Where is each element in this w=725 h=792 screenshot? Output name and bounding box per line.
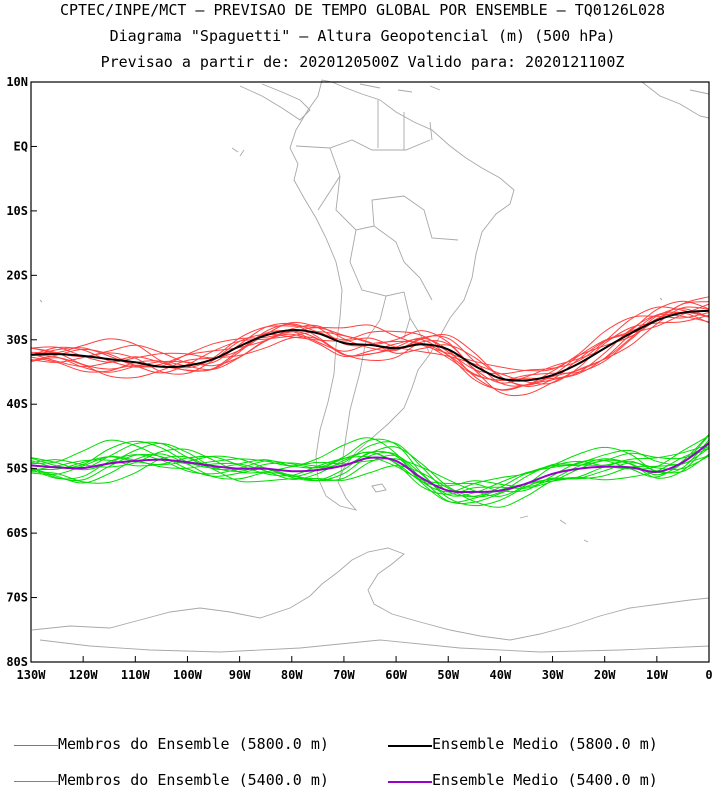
- country-borders: [295, 100, 459, 481]
- y-tick-label: 40S: [6, 397, 28, 411]
- x-tick-label: 30W: [542, 668, 564, 682]
- member-line-5400: [30, 437, 710, 493]
- plot-area: [31, 82, 709, 662]
- y-tick-label: 80S: [6, 655, 28, 669]
- legend-swatch-members-5800: [14, 745, 58, 746]
- antarctica-coast-inner: [39, 639, 710, 653]
- y-tick-label: 10S: [6, 204, 28, 218]
- member-line-5800: [30, 312, 710, 372]
- ensemble-means: [30, 309, 710, 494]
- legend-label-members-5400: Membros do Ensemble (5400.0 m): [58, 771, 329, 789]
- y-tick-label: 30S: [6, 333, 28, 347]
- member-line-5400: [30, 446, 710, 508]
- plot-frame: [30, 81, 710, 663]
- caribbean-islands: [359, 83, 441, 93]
- member-line-5800: [30, 306, 710, 375]
- y-axis-ticks: 10N EQ 10S 20S 30S 40S 50S 60S 70S 80S: [6, 75, 37, 669]
- legend-swatch-members-5400: [14, 781, 58, 782]
- member-line-5400: [30, 453, 710, 507]
- small-islands: [39, 147, 663, 543]
- x-tick-label: 130W: [17, 668, 47, 682]
- central-america-outline: [239, 83, 311, 121]
- chart-title-line1: CPTEC/INPE/MCT — PREVISAO DE TEMPO GLOBA…: [59, 1, 666, 19]
- member-line-5400: [30, 441, 710, 497]
- legend-swatch-mean-5400: [388, 781, 432, 783]
- x-tick-label: 10W: [646, 668, 668, 682]
- x-tick-label: 70W: [333, 668, 355, 682]
- x-tick-label: 20W: [594, 668, 616, 682]
- x-axis-ticks: 130W 120W 110W 100W 90W 80W 70W 60W 50W 40W 30W 20W…: [17, 656, 713, 682]
- y-tick-label: EQ: [14, 139, 28, 153]
- legend-label-mean-5400: Ensemble Medio (5400.0 m): [432, 771, 658, 789]
- member-line-5800: [30, 311, 710, 391]
- chart-title-line3: Previsao a partir de: 2020120500Z Valido…: [100, 53, 625, 71]
- member-line-5400: [30, 451, 710, 505]
- ensemble-members-5800: [30, 296, 710, 397]
- x-tick-label: 60W: [385, 668, 407, 682]
- south-georgia: [519, 515, 567, 525]
- x-tick-label: 40W: [490, 668, 512, 682]
- africa-coastline: [641, 81, 710, 119]
- x-tick-label: 100W: [173, 668, 203, 682]
- legend-swatch-mean-5800: [388, 745, 432, 747]
- x-tick-label: 50W: [437, 668, 459, 682]
- chart-title-line2: Diagrama "Spaguetti" — Altura Geopotenci…: [109, 27, 616, 45]
- x-tick-label: 110W: [121, 668, 151, 682]
- legend-label-mean-5800: Ensemble Medio (5800.0 m): [432, 735, 658, 753]
- mean-line-5800: [30, 309, 710, 382]
- member-line-5800: [30, 314, 710, 385]
- member-line-5800: [30, 296, 710, 386]
- falkland-islands: [371, 483, 387, 493]
- x-tick-label: 0: [705, 668, 712, 682]
- y-tick-label: 10N: [6, 75, 28, 89]
- legend-label-members-5800: Membros do Ensemble (5800.0 m): [58, 735, 329, 753]
- antarctica-coastline: [31, 547, 710, 641]
- member-line-5400: [30, 434, 710, 488]
- member-line-5800: [30, 303, 710, 387]
- y-tick-label: 70S: [6, 591, 28, 605]
- mean-line-5400: [30, 442, 710, 494]
- x-tick-label: 90W: [229, 668, 251, 682]
- y-tick-label: 50S: [6, 462, 28, 476]
- member-line-5800: [30, 311, 710, 381]
- x-tick-label: 80W: [281, 668, 303, 682]
- y-tick-label: 60S: [6, 526, 28, 540]
- y-tick-label: 20S: [6, 268, 28, 282]
- x-tick-label: 120W: [69, 668, 99, 682]
